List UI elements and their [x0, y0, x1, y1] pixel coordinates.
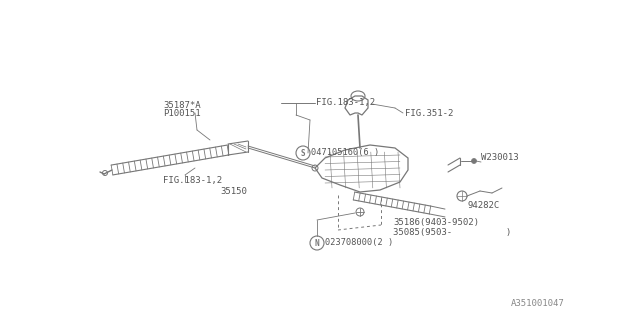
Text: FIG.183-1,2: FIG.183-1,2 — [163, 177, 222, 186]
Text: 35150: 35150 — [220, 188, 247, 196]
Text: A351001047: A351001047 — [511, 299, 565, 308]
Circle shape — [472, 158, 477, 164]
Text: 94282C: 94282C — [468, 201, 500, 210]
Text: 35186(9403-9502): 35186(9403-9502) — [393, 219, 479, 228]
Text: FIG.183-1,2: FIG.183-1,2 — [316, 99, 375, 108]
Text: 047105160(6 ): 047105160(6 ) — [311, 148, 380, 157]
Text: 023708000(2 ): 023708000(2 ) — [325, 238, 393, 247]
Text: 35187*A: 35187*A — [163, 101, 200, 110]
Text: N: N — [315, 238, 319, 247]
Text: S: S — [301, 148, 305, 157]
Text: 35085(9503-          ): 35085(9503- ) — [393, 228, 511, 236]
Text: W230013: W230013 — [481, 154, 518, 163]
Text: FIG.351-2: FIG.351-2 — [405, 108, 453, 117]
Text: P100151: P100151 — [163, 109, 200, 118]
